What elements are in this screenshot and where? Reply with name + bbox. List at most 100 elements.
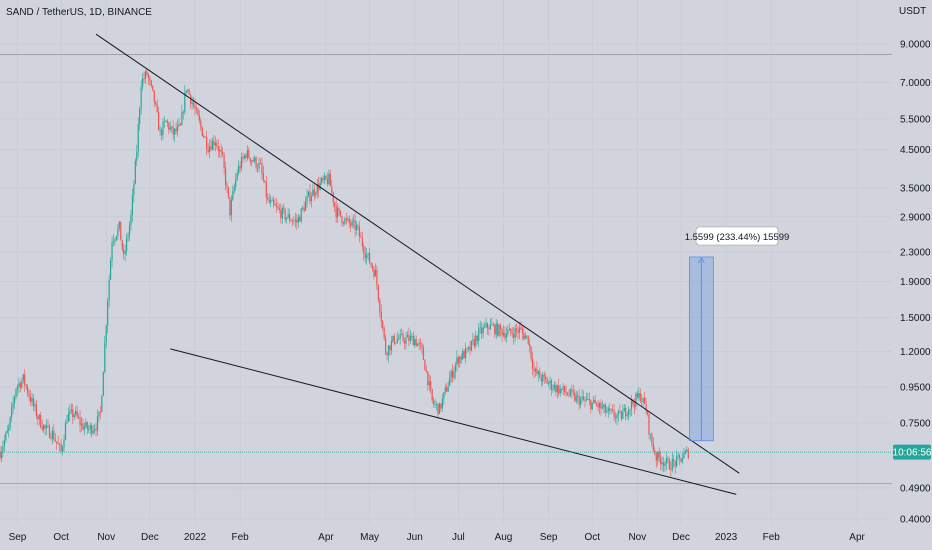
candle-body [684,451,686,454]
candle-body [665,458,668,464]
candle-body [19,383,21,388]
price-tick-label: 2.9000 [900,212,931,223]
candle-body [162,122,164,136]
candle-body [345,218,347,220]
candle-body [482,327,484,334]
candle-body [258,163,260,169]
candle-body [667,458,669,461]
candle-body [479,327,481,329]
candle-body [536,368,538,375]
candle-body [524,335,526,339]
candle-body [159,129,161,131]
price-tick-label: 0.4000 [900,515,931,526]
candle-body [322,178,324,180]
candle-body [5,433,7,441]
candle-body [639,393,641,402]
candle-body [379,299,381,312]
candle-body [96,416,99,431]
candle-body [431,389,433,401]
candle-body [245,155,247,158]
candle-body [274,203,276,206]
candle-body [575,395,577,401]
candle-body [427,371,429,386]
measure-tool[interactable] [688,256,714,442]
candle-body [412,335,414,346]
candle-body [664,463,666,466]
candle-body [38,414,40,420]
candle-body [578,395,580,405]
candle-body [0,452,1,459]
candle-body [140,87,142,109]
candle-body [249,157,251,162]
candle-body [108,279,110,302]
candle-body [217,146,219,152]
candle-body [660,457,662,465]
time-tick-label: Oct [53,532,69,543]
candle-body [220,149,222,153]
candle-body [417,343,419,346]
trendlines[interactable] [95,33,740,495]
candle-body [668,460,670,470]
candle-body [99,411,102,413]
candle-body [463,350,465,359]
candle-body [350,223,352,226]
candle-body [399,334,401,339]
time-tick-label: Feb [763,532,781,543]
candle-body [115,236,118,240]
time-axis[interactable]: Sep Oct Nov Dec 2022 Feb Apr May Jun Jul Aug Sep Oct… [9,532,866,543]
price-tick-label: 3.5000 [900,184,931,195]
candle-body [76,410,78,417]
time-tick-label: Nov [97,532,115,543]
candle-body [184,92,186,113]
candle-body [43,425,45,430]
candle-body [408,334,410,342]
candle-body [156,104,158,112]
candle-body [549,380,551,384]
time-tick-label: Feb [231,532,249,543]
candle-body [230,199,232,216]
candle-body [387,345,390,356]
candle-body [139,108,141,125]
candle-body [616,414,618,419]
candle-body [312,189,314,197]
candle-body [344,218,346,224]
candle-body [206,137,208,149]
candle-body [18,383,20,387]
horizontal-lines [0,54,892,484]
candle-body [617,411,620,415]
time-tick-label: Dec [672,532,690,543]
candle-body [187,89,189,91]
candle-body [278,208,280,211]
time-tick-label: Nov [628,532,646,543]
candle-body [178,123,180,126]
candle-body [441,398,443,409]
candle-body [16,386,19,390]
candle-body [29,396,32,402]
candle-body [661,462,663,465]
candle-body [563,386,566,392]
candle-body [297,217,299,223]
candle-body [160,129,163,136]
candle-body [619,411,621,412]
candle-body [24,374,26,386]
candle-body [385,337,387,354]
candle-body [373,268,375,277]
candle-body [546,379,548,384]
candle-body [146,71,148,75]
candle-body [434,403,436,405]
candle-body [69,410,71,415]
candle-body [641,401,643,402]
candle-body [374,269,377,277]
candle-body [457,357,459,364]
candle-body [227,187,230,198]
candle-body [515,328,518,331]
price-axis[interactable]: 9.0000 7.0000 5.5000 4.5000 3.5000 2.9000 2.30… [900,40,931,526]
candle-body [50,437,52,439]
candle-body [192,102,195,106]
candle-body [32,397,35,406]
candle-body [188,89,190,95]
candle-body [414,339,416,346]
candle-body [638,393,640,398]
